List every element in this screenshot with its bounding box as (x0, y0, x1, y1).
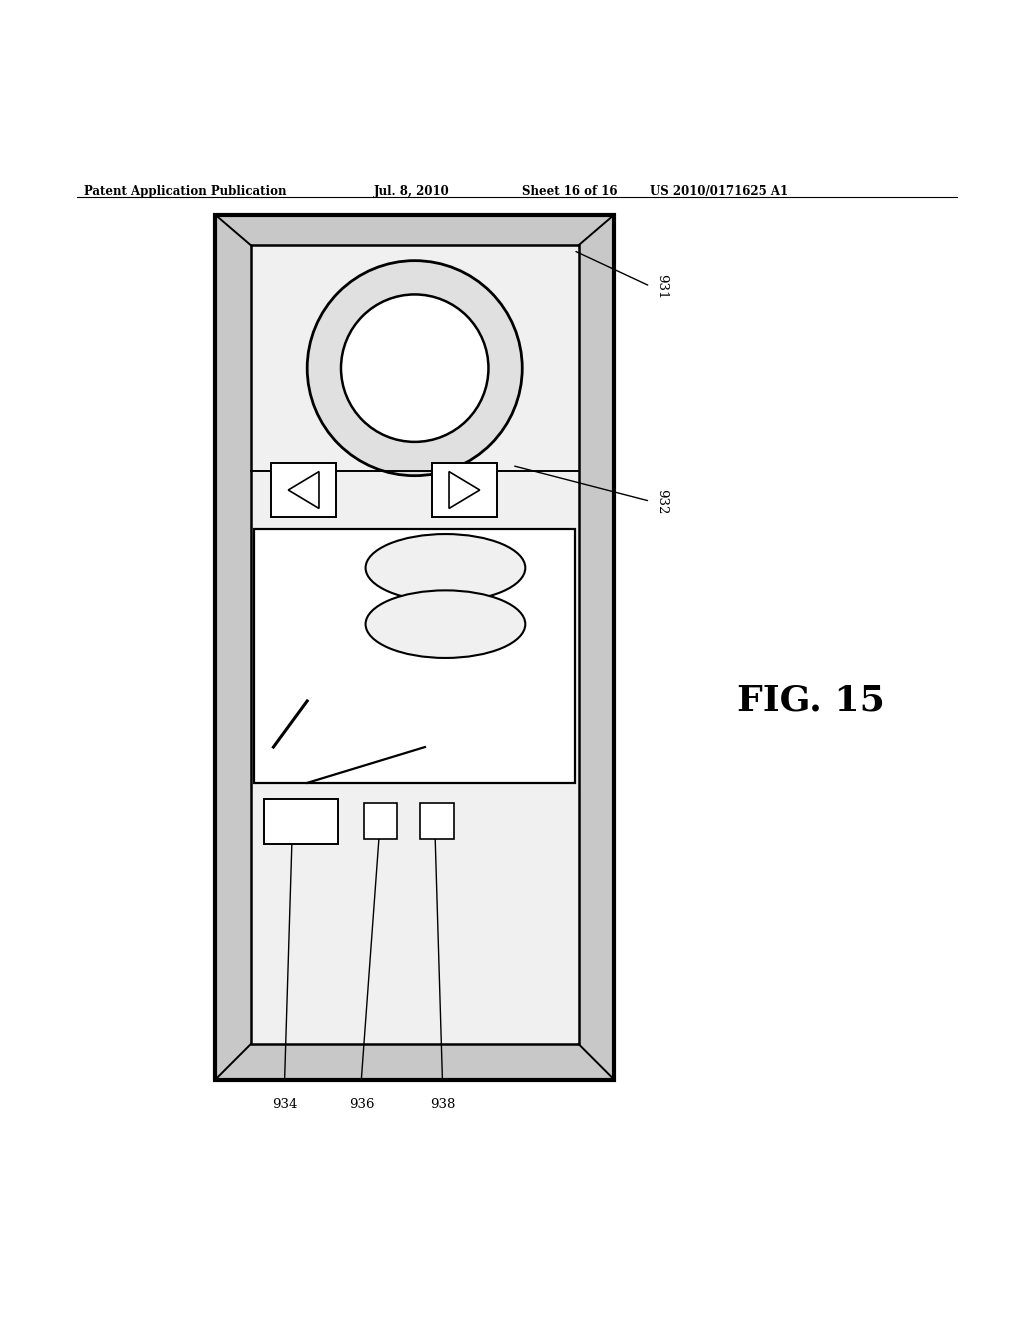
Polygon shape (289, 471, 319, 508)
Bar (364, 804, 397, 840)
Text: 936: 936 (349, 1098, 374, 1111)
Bar (215, 215, 614, 1080)
Bar (251, 246, 579, 1044)
Bar (264, 800, 338, 845)
Text: 932: 932 (655, 488, 669, 513)
Ellipse shape (366, 535, 525, 602)
Text: FIG. 15: FIG. 15 (737, 684, 885, 718)
Ellipse shape (341, 294, 488, 442)
Bar (271, 463, 336, 516)
Text: 938: 938 (430, 1098, 455, 1111)
Text: Jul. 8, 2010: Jul. 8, 2010 (374, 185, 450, 198)
Ellipse shape (366, 590, 525, 657)
Text: US 2010/0171625 A1: US 2010/0171625 A1 (650, 185, 788, 198)
Text: 931: 931 (655, 273, 669, 298)
Text: Sheet 16 of 16: Sheet 16 of 16 (522, 185, 617, 198)
Bar (254, 529, 575, 783)
Bar (420, 804, 454, 840)
Text: 934: 934 (272, 1098, 297, 1111)
Polygon shape (449, 471, 479, 508)
Ellipse shape (307, 260, 522, 475)
Bar (432, 463, 497, 516)
Text: Patent Application Publication: Patent Application Publication (84, 185, 287, 198)
